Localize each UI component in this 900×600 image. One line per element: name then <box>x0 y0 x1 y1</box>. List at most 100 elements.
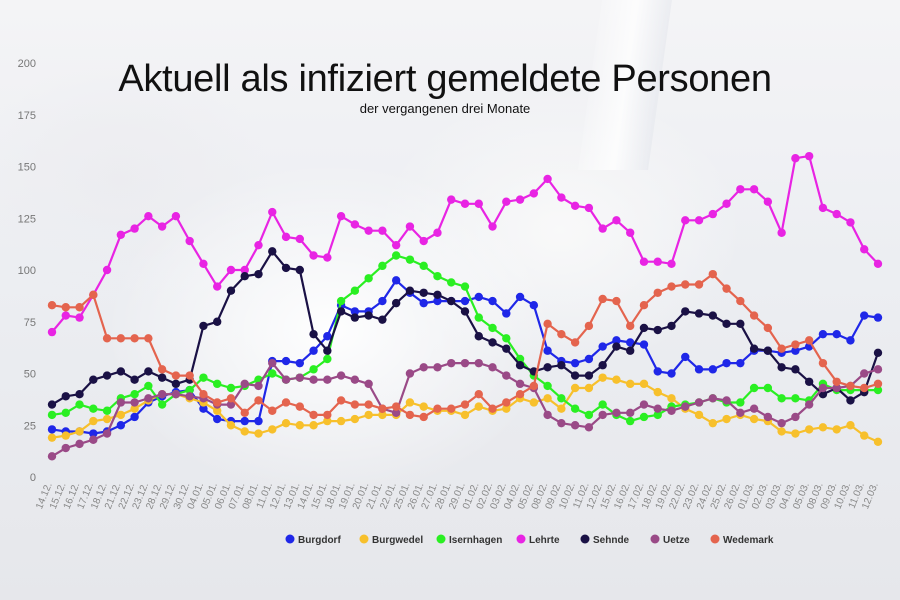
data-point-sehnde <box>350 313 360 322</box>
data-point-burgwedel <box>309 421 318 430</box>
data-point-burgdorf <box>626 338 635 347</box>
legend-label-lehrte: Lehrte <box>529 535 560 546</box>
data-point-burgdorf <box>89 429 98 438</box>
data-point-wedemark <box>47 300 57 310</box>
data-point-wedemark <box>529 381 539 391</box>
data-point-uetze <box>157 390 167 399</box>
data-point-burgdorf <box>653 367 662 376</box>
data-point-sehnde <box>199 321 208 331</box>
data-point-burgdorf <box>570 358 580 368</box>
data-point-lehrte <box>213 282 222 291</box>
data-point-sehnde <box>295 265 304 275</box>
data-point-lehrte <box>391 240 401 250</box>
data-point-burgdorf <box>667 369 676 378</box>
data-point-lehrte <box>488 222 497 231</box>
data-point-uetze <box>364 379 373 389</box>
data-point-wedemark <box>639 300 649 310</box>
data-point-wedemark <box>626 321 635 331</box>
data-point-sehnde <box>598 361 607 370</box>
data-point-wedemark <box>543 319 552 329</box>
y-tick-label: 150 <box>18 162 36 174</box>
legend-label-burgdorf: Burgdorf <box>298 535 341 546</box>
data-point-lehrte <box>61 311 70 320</box>
data-point-wedemark <box>157 365 167 374</box>
data-point-lehrte <box>612 216 621 225</box>
data-point-wedemark <box>364 400 373 409</box>
data-point-wedemark <box>667 282 676 291</box>
data-point-isernhagen <box>75 400 84 409</box>
data-point-isernhagen <box>873 385 883 395</box>
data-point-wedemark <box>736 296 745 306</box>
data-point-sehnde <box>488 338 497 347</box>
data-point-lehrte <box>832 209 841 219</box>
data-point-isernhagen <box>777 394 786 403</box>
legend-marker-lehrte <box>516 534 526 544</box>
data-point-wedemark <box>254 396 263 405</box>
data-point-lehrte <box>419 236 428 246</box>
data-point-uetze <box>89 435 98 444</box>
legend-marker-sehnde <box>580 534 590 544</box>
data-point-lehrte <box>336 211 346 221</box>
data-point-lehrte <box>268 207 277 217</box>
data-point-wedemark <box>708 269 717 279</box>
data-point-isernhagen <box>570 404 580 413</box>
data-point-burgwedel <box>336 416 346 426</box>
data-point-wedemark <box>474 390 483 399</box>
data-point-sehnde <box>378 315 387 324</box>
data-point-burgwedel <box>873 437 883 447</box>
data-point-burgdorf <box>213 414 222 424</box>
data-point-isernhagen <box>474 313 483 322</box>
y-tick-label: 175 <box>18 110 36 122</box>
data-point-lehrte <box>557 193 566 202</box>
data-point-sehnde <box>846 396 855 405</box>
data-point-lehrte <box>254 240 263 250</box>
data-point-burgwedel <box>846 421 855 430</box>
data-point-isernhagen <box>309 365 318 374</box>
data-point-lehrte <box>791 154 800 163</box>
data-point-wedemark <box>612 296 621 306</box>
data-point-lehrte <box>102 265 112 275</box>
data-point-uetze <box>502 371 511 380</box>
data-point-uetze <box>281 375 291 384</box>
data-point-wedemark <box>144 334 153 343</box>
data-point-burgdorf <box>598 342 607 351</box>
data-point-uetze <box>47 452 57 461</box>
data-point-sehnde <box>749 344 759 353</box>
data-point-lehrte <box>639 257 649 266</box>
data-point-uetze <box>391 408 401 418</box>
data-point-isernhagen <box>791 394 800 403</box>
data-point-wedemark <box>860 383 869 393</box>
data-point-uetze <box>75 439 84 449</box>
data-point-lehrte <box>777 228 786 237</box>
data-point-uetze <box>323 375 332 384</box>
data-point-uetze <box>336 371 346 380</box>
y-tick-label: 50 <box>24 369 36 381</box>
data-point-burgwedel <box>626 379 635 389</box>
data-point-burgdorf <box>433 296 442 306</box>
series-lehrte <box>47 151 883 337</box>
data-point-burgdorf <box>240 416 249 426</box>
data-point-lehrte <box>749 185 759 194</box>
data-point-burgwedel <box>791 429 800 438</box>
data-point-isernhagen <box>502 334 511 343</box>
data-point-lehrte <box>433 228 442 237</box>
data-point-sehnde <box>515 361 525 370</box>
data-point-sehnde <box>612 342 621 351</box>
data-point-sehnde <box>323 346 332 355</box>
data-point-lehrte <box>157 222 167 231</box>
data-point-lehrte <box>873 259 883 268</box>
data-point-burgdorf <box>391 276 401 285</box>
data-point-isernhagen <box>364 274 373 283</box>
data-point-burgwedel <box>268 425 277 434</box>
data-point-sehnde <box>364 311 373 320</box>
data-point-uetze <box>681 402 690 411</box>
data-point-isernhagen <box>488 323 497 333</box>
data-point-burgdorf <box>612 336 621 345</box>
y-tick-label: 125 <box>18 213 36 225</box>
data-point-sehnde <box>281 263 291 273</box>
data-point-isernhagen <box>102 406 112 415</box>
data-point-uetze <box>226 400 236 409</box>
data-point-sehnde <box>433 290 442 300</box>
